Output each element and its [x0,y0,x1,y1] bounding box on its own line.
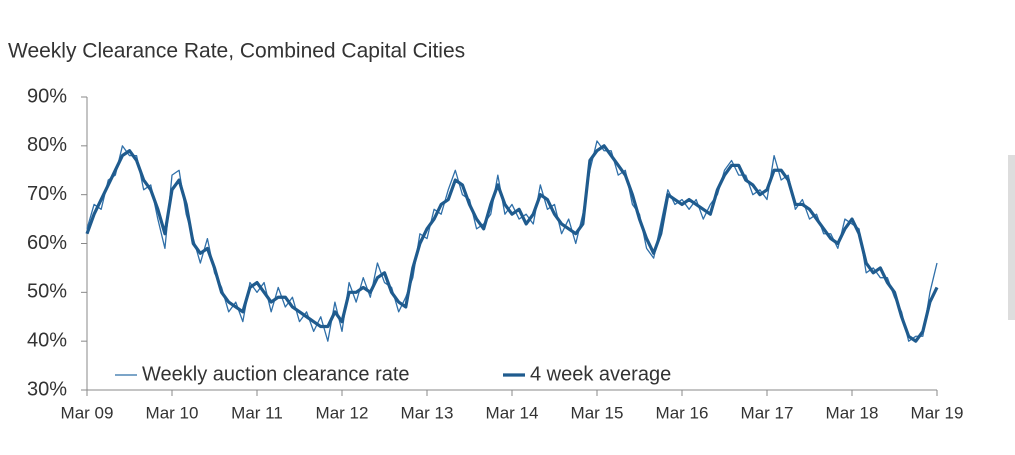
x-tick-label: Mar 14 [486,403,539,422]
chart-title: Weekly Clearance Rate, Combined Capital … [8,40,465,63]
x-tick-label: Mar 16 [656,403,709,422]
scrollbar [1008,155,1015,320]
x-tick-label: Mar 09 [61,403,114,422]
x-tick-label: Mar 15 [571,403,624,422]
series-line [85,144,939,343]
x-tick-label: Mar 17 [741,403,794,422]
legend-label: Weekly auction clearance rate [142,363,410,385]
x-tick-label: Mar 10 [146,403,199,422]
legend-label: 4 week average [530,363,671,385]
y-tick-label: 90% [27,85,67,107]
x-tick-label: Mar 13 [401,403,454,422]
y-tick-label: 70% [27,183,67,205]
x-tick-label: Mar 12 [316,403,369,422]
x-tick-label: Mar 19 [911,403,964,422]
y-tick-label: 40% [27,329,67,351]
x-tick-label: Mar 11 [231,403,283,422]
y-tick-label: 50% [27,281,67,303]
y-tick-label: 80% [27,134,67,156]
y-tick-label: 30% [27,378,67,400]
x-tick-label: Mar 18 [826,403,879,422]
y-tick-label: 60% [27,232,67,254]
series-line [86,140,938,342]
